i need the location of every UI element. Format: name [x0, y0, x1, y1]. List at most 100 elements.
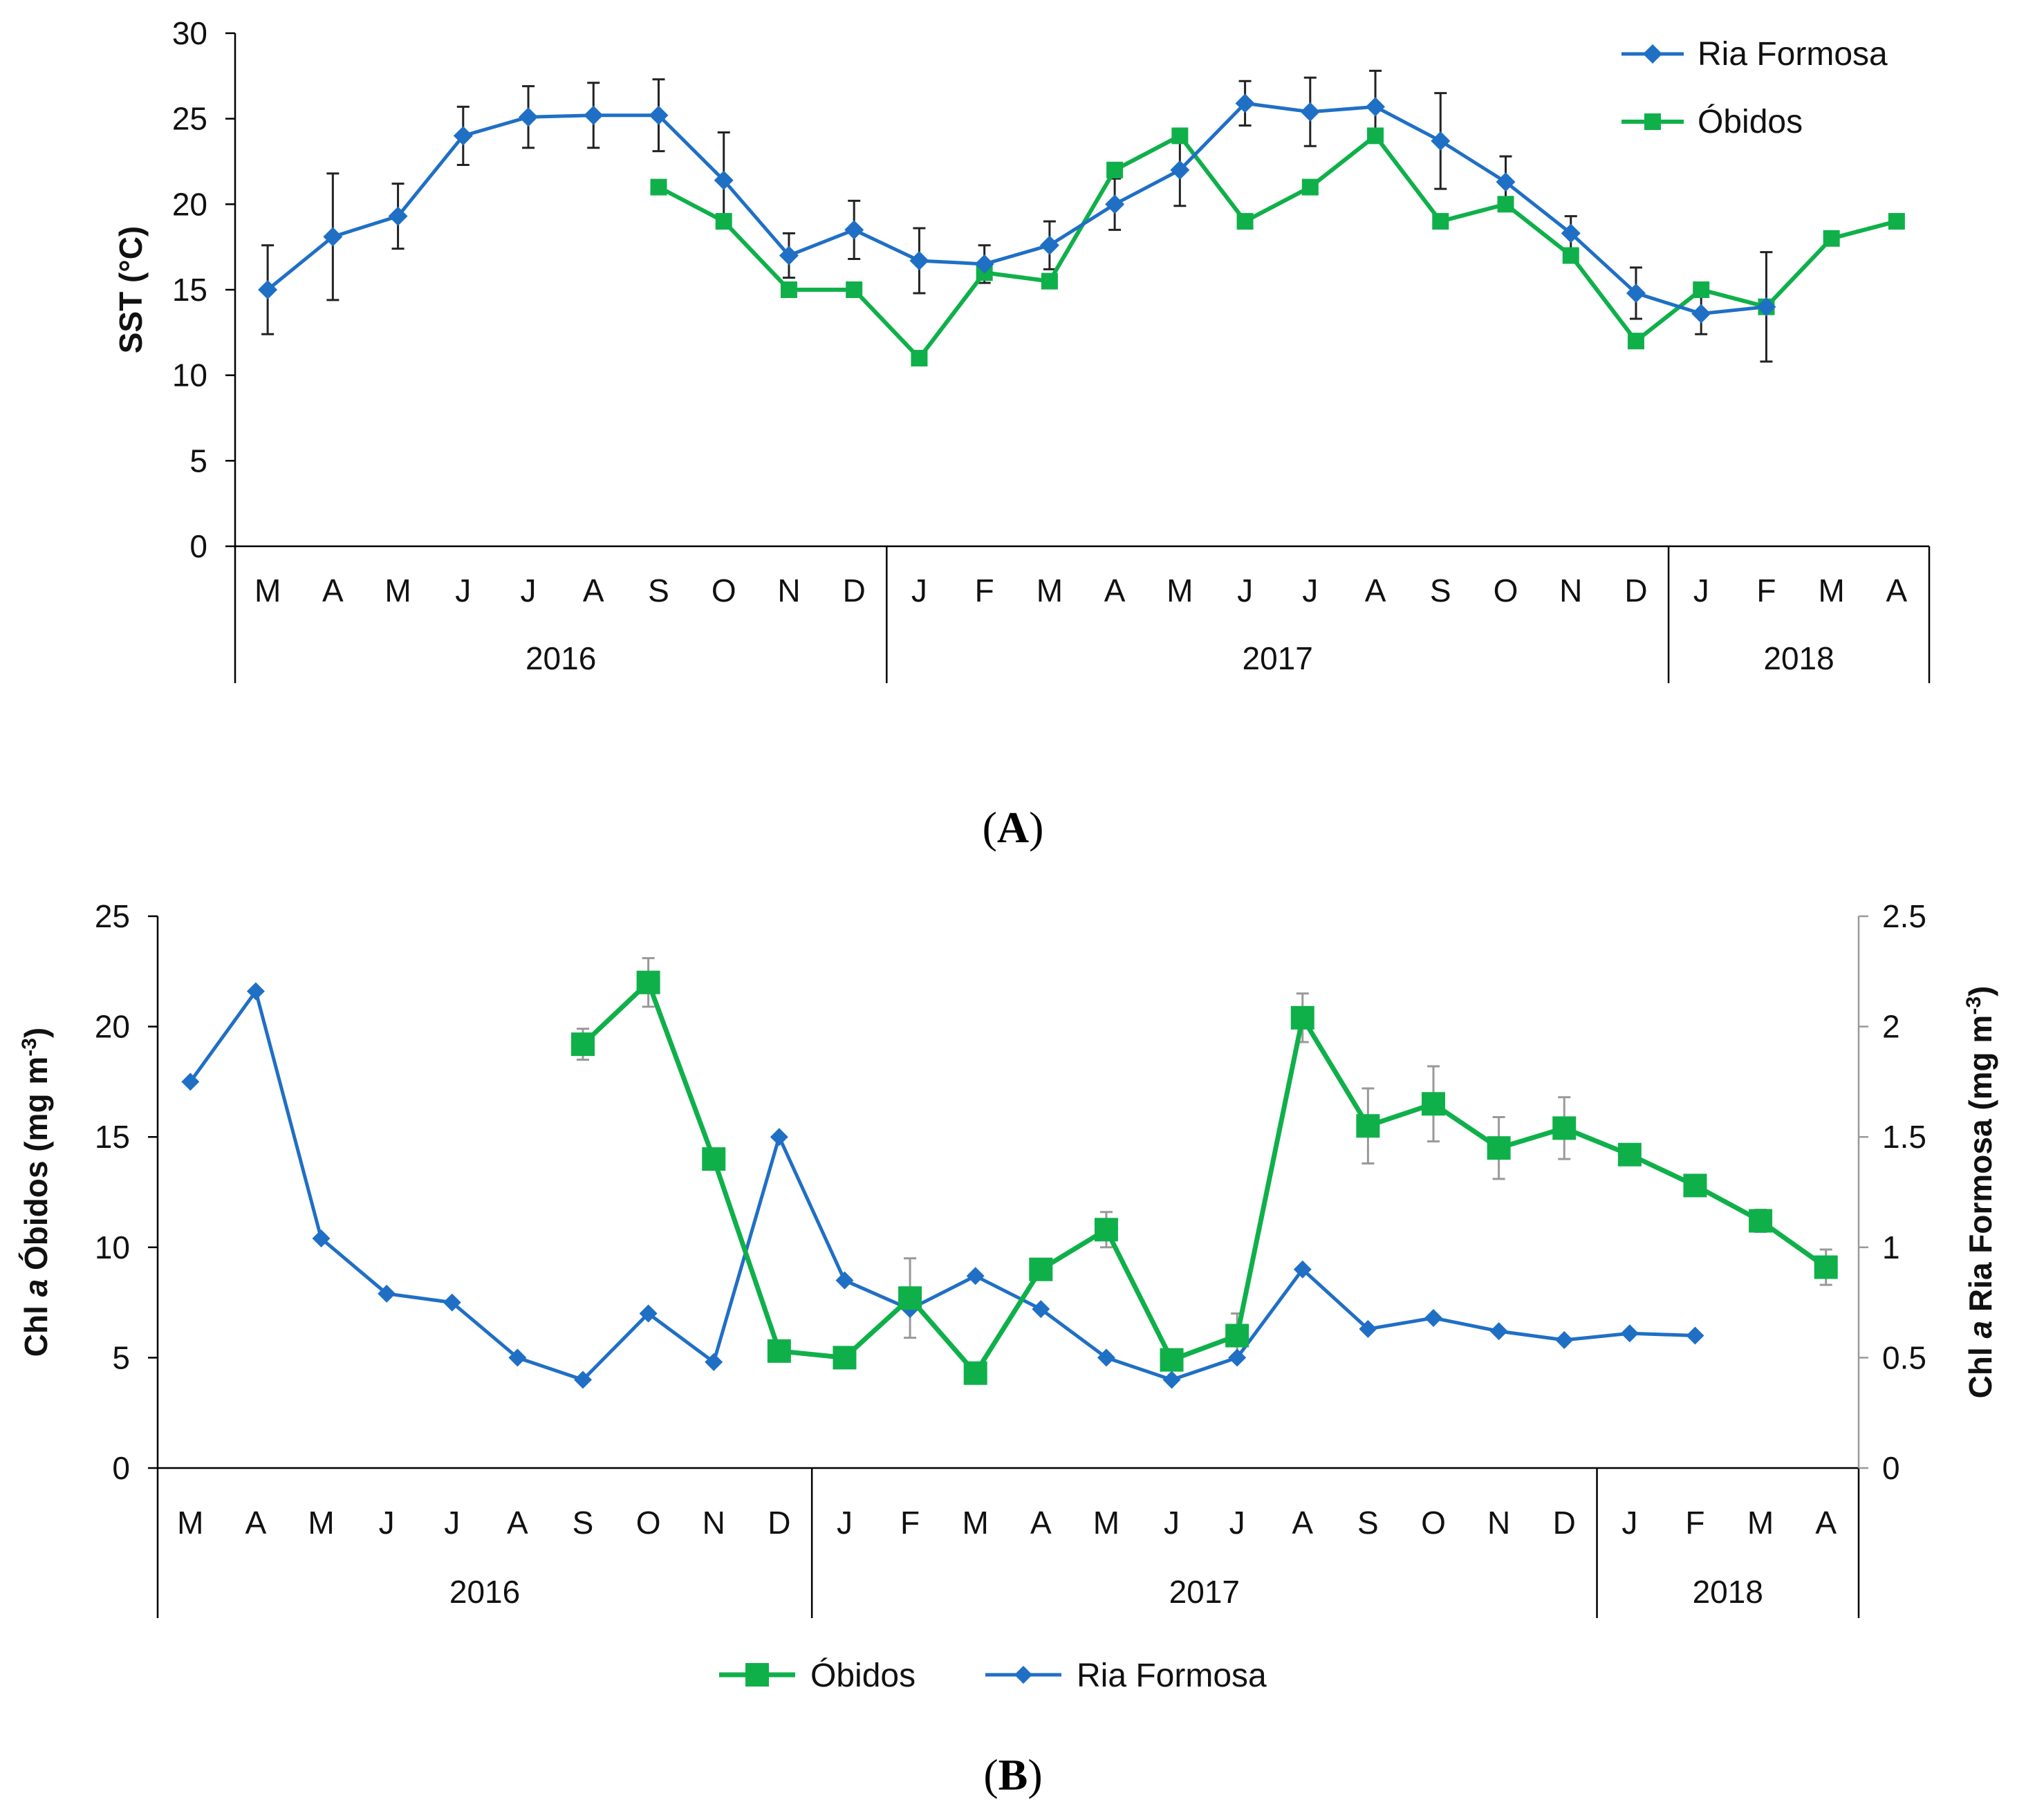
obidos-point	[1487, 1136, 1511, 1160]
year-label: 2018	[1693, 1574, 1763, 1610]
x-month-label: J	[1229, 1505, 1245, 1541]
obidos-point	[1236, 213, 1254, 230]
obidos-point	[1106, 161, 1124, 178]
y-left-tick-label: 0	[112, 1450, 130, 1486]
ria-point	[705, 1353, 723, 1371]
obidos-point	[1160, 1348, 1184, 1372]
ria-point	[1359, 1319, 1377, 1338]
obidos-point	[1029, 1257, 1053, 1281]
sst-chart: M A M J J A S O N D J F M A M J J A S O N D J F M A 2016 2017 2018 0 5…	[113, 15, 1931, 683]
x-month-label: O	[1421, 1505, 1446, 1541]
y-axis-title: SST (°C)	[113, 226, 149, 354]
x-month-label: J	[379, 1505, 395, 1541]
obidos-point	[636, 970, 660, 994]
obidos-point	[1693, 281, 1710, 298]
y-right-tick-label: 0.5	[1882, 1339, 1926, 1375]
year-label: 2017	[1169, 1574, 1240, 1610]
ria-point	[1162, 1371, 1181, 1389]
x-month-label: S	[648, 573, 669, 609]
legend-obidos-marker	[745, 1663, 769, 1687]
ria-point	[1235, 93, 1255, 113]
legend-ria-marker	[1643, 44, 1662, 64]
x-month-label: M	[1747, 1505, 1774, 1541]
x-month-label: O	[636, 1505, 661, 1541]
ria-point	[1032, 1300, 1050, 1319]
x-month-label: J	[911, 573, 927, 609]
y-right-tick-label: 1	[1882, 1229, 1900, 1265]
ria-point	[1300, 102, 1320, 122]
y-right-axis-title-part: )	[1962, 986, 1998, 996]
year-label: 2016	[526, 640, 596, 676]
obidos-point	[833, 1346, 857, 1370]
x-month-label: F	[975, 573, 994, 609]
obidos-point	[715, 213, 732, 230]
ria-point	[1424, 1308, 1442, 1327]
ria-point	[388, 206, 408, 226]
x-month-label: J	[1693, 573, 1709, 609]
x-month-label: S	[573, 1505, 594, 1541]
ria-point	[1686, 1326, 1704, 1345]
x-month-label: N	[1559, 573, 1582, 609]
ria-point	[1097, 1348, 1115, 1367]
x-month-label: J	[455, 573, 471, 609]
y-right-axis-title-part: Ria Formosa (mg m	[1962, 1015, 1998, 1321]
y-left-axis-title-part: Óbidos (mg m	[18, 1057, 54, 1279]
ria-point	[1431, 131, 1451, 151]
obidos-point	[702, 1147, 726, 1171]
y-left-axis-title-part: Chl	[18, 1297, 54, 1357]
y-left-axis-title-part: -3	[18, 1038, 41, 1057]
ria-point	[1691, 304, 1711, 324]
chlorophyll-chart: M A M J J A S O N D J F M A M J J A S O N D J F M A 2016 2017 2018 0 5…	[18, 898, 1999, 1694]
y-right-axis-title-part: -3	[1962, 996, 1985, 1015]
ria-point	[1293, 1260, 1312, 1279]
ria-point	[1366, 97, 1386, 117]
obidos-point	[1367, 127, 1384, 145]
y-right-tick-label: 1.5	[1882, 1119, 1926, 1155]
year-label: 2018	[1763, 640, 1834, 676]
ria-point	[1620, 1324, 1639, 1343]
ria-point	[584, 105, 604, 125]
obidos-point	[963, 1361, 987, 1385]
x-month-label: A	[1292, 1505, 1313, 1541]
y-tick-label: 0	[189, 528, 207, 564]
ria-point	[909, 250, 929, 270]
y-right-axis-title-part: a	[1962, 1321, 1998, 1339]
obidos-point	[650, 178, 667, 196]
ria-point	[1228, 1348, 1247, 1367]
x-month-label: A	[507, 1505, 528, 1541]
y-right-tick-label: 2	[1882, 1009, 1900, 1045]
x-month-label: J	[1164, 1505, 1180, 1541]
ria-point	[1039, 235, 1059, 255]
obidos-point	[1617, 1142, 1642, 1167]
ria-point	[323, 227, 343, 247]
y-tick-label: 20	[172, 186, 207, 222]
obidos-point	[780, 281, 797, 298]
x-month-label: M	[254, 573, 281, 609]
panel-b-letter: B	[998, 1750, 1028, 1799]
obidos-point	[1422, 1092, 1445, 1116]
x-month-label: A	[322, 573, 344, 609]
x-month-label: A	[1104, 573, 1126, 609]
y-right-tick-label: 2.5	[1882, 898, 1926, 934]
ria-point	[574, 1371, 592, 1389]
x-month-label: M	[1167, 573, 1193, 609]
ria-point	[258, 280, 278, 299]
obidos-point	[1497, 196, 1514, 213]
x-month-label: A	[1030, 1505, 1052, 1541]
obidos-point	[911, 349, 928, 366]
x-month-label: S	[1357, 1505, 1379, 1541]
x-month-label: J	[837, 1505, 853, 1541]
y-tick-label: 30	[172, 15, 207, 51]
ria-point	[779, 245, 799, 266]
x-month-label: N	[1487, 1505, 1510, 1541]
x-month-label: J	[1302, 573, 1318, 609]
legend-ria-label: Ria Formosa	[1077, 1658, 1267, 1694]
ria-point	[639, 1304, 658, 1323]
obidos-point	[1814, 1255, 1838, 1279]
ria-point	[835, 1271, 854, 1290]
y-left-axis-title-part: )	[18, 1028, 54, 1038]
x-month-label: A	[1365, 573, 1386, 609]
y-right-tick-label: 0	[1882, 1450, 1900, 1486]
ria-point	[1489, 1322, 1508, 1341]
